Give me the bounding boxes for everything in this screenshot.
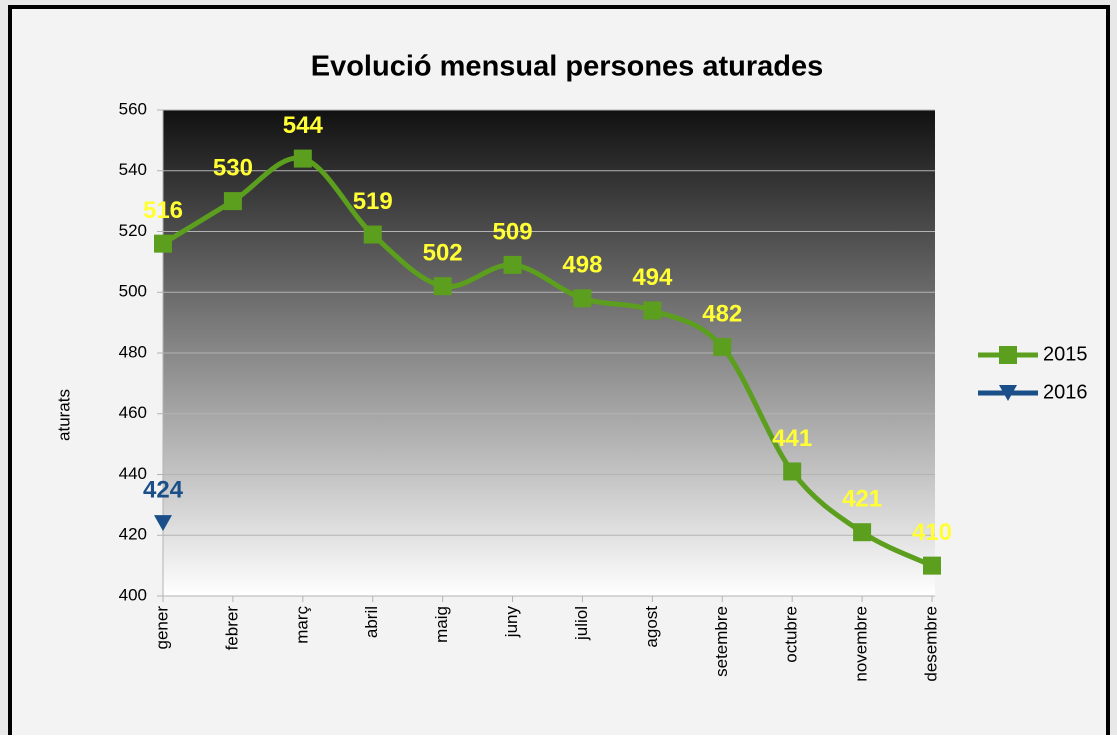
data-point <box>223 192 242 211</box>
y-tick-label: 540 <box>119 160 147 179</box>
data-point <box>783 462 802 481</box>
data-label: 441 <box>772 425 812 452</box>
y-tick-label: 480 <box>119 342 147 361</box>
data-point <box>154 234 172 253</box>
y-tick-label: 560 <box>119 99 147 118</box>
data-label: 498 <box>562 252 602 279</box>
data-point <box>643 301 662 320</box>
x-tick-label: abril <box>362 606 381 638</box>
data-point <box>573 289 592 308</box>
x-tick-label: juliol <box>572 606 591 641</box>
data-label: 494 <box>632 264 673 291</box>
x-tick-label: març <box>292 606 311 644</box>
legend-label: 2016 <box>1043 381 1088 403</box>
data-label: 421 <box>842 486 882 513</box>
data-point <box>853 523 872 542</box>
data-label: 502 <box>423 240 463 267</box>
data-label: 482 <box>702 300 742 327</box>
chart-title: Evolució mensual persones aturades <box>311 51 824 83</box>
data-point <box>363 225 382 244</box>
y-tick-label: 460 <box>119 403 147 422</box>
data-label: 519 <box>353 188 393 215</box>
y-tick-label: 440 <box>119 464 147 483</box>
x-tick-label: juny <box>502 606 521 639</box>
y-axis-label: aturats <box>54 389 73 441</box>
x-tick-label: novembre <box>852 606 871 682</box>
y-tick-label: 520 <box>119 221 147 240</box>
data-point <box>433 277 452 296</box>
x-tick-label: desembre <box>921 606 940 682</box>
data-label: 410 <box>912 519 952 546</box>
x-tick-label: maig <box>432 606 451 643</box>
data-label: 530 <box>213 154 253 181</box>
x-tick-label: febrer <box>222 606 241 651</box>
legend-marker <box>999 346 1017 364</box>
data-label: 509 <box>493 218 533 245</box>
data-point <box>713 337 732 356</box>
x-tick-label: agost <box>642 606 661 648</box>
y-tick-label: 400 <box>119 585 147 604</box>
legend-label: 2015 <box>1043 343 1088 365</box>
data-label: 424 <box>143 476 184 503</box>
data-point <box>503 255 522 274</box>
data-label: 516 <box>143 197 183 224</box>
x-tick-label: gener <box>152 606 171 650</box>
x-tick-label: setembre <box>712 606 731 677</box>
legend-marker <box>999 385 1017 401</box>
data-point <box>923 556 941 575</box>
data-point <box>154 515 172 532</box>
data-point <box>293 149 312 168</box>
y-tick-label: 420 <box>119 525 147 544</box>
data-label: 544 <box>283 112 324 139</box>
x-tick-label: octubre <box>782 606 801 663</box>
y-tick-label: 500 <box>119 282 147 301</box>
